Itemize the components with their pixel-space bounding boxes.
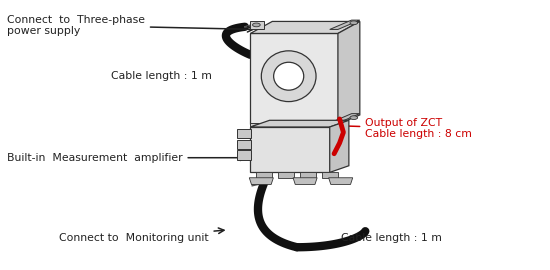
Text: Output of ZCT
Cable length : 8 cm: Output of ZCT Cable length : 8 cm <box>339 117 472 139</box>
Polygon shape <box>236 129 251 139</box>
Polygon shape <box>250 120 349 127</box>
Ellipse shape <box>274 62 304 90</box>
Polygon shape <box>236 150 251 160</box>
Circle shape <box>350 116 358 120</box>
Polygon shape <box>278 173 294 178</box>
Polygon shape <box>300 173 316 178</box>
Circle shape <box>252 23 260 27</box>
Polygon shape <box>329 114 360 123</box>
Text: Built-in  Measurement  amplifier: Built-in Measurement amplifier <box>7 153 246 163</box>
Text: Cable length : 1 m: Cable length : 1 m <box>340 233 442 243</box>
Text: Connect to  Monitoring unit: Connect to Monitoring unit <box>59 228 224 243</box>
Ellipse shape <box>261 51 316 102</box>
Polygon shape <box>249 178 273 184</box>
Polygon shape <box>236 140 251 149</box>
Polygon shape <box>329 20 360 29</box>
Circle shape <box>350 21 358 25</box>
Polygon shape <box>250 21 360 33</box>
Text: Connect  to  Three-phase
power supply: Connect to Three-phase power supply <box>7 15 253 36</box>
Polygon shape <box>293 178 317 184</box>
Polygon shape <box>338 21 360 124</box>
Polygon shape <box>322 173 338 178</box>
Polygon shape <box>250 21 264 29</box>
Polygon shape <box>250 123 264 130</box>
Polygon shape <box>250 127 329 173</box>
Polygon shape <box>256 173 272 178</box>
Polygon shape <box>250 33 338 124</box>
Polygon shape <box>329 120 349 173</box>
Circle shape <box>252 125 260 129</box>
Text: Cable length : 1 m: Cable length : 1 m <box>111 71 212 81</box>
Polygon shape <box>329 178 353 184</box>
